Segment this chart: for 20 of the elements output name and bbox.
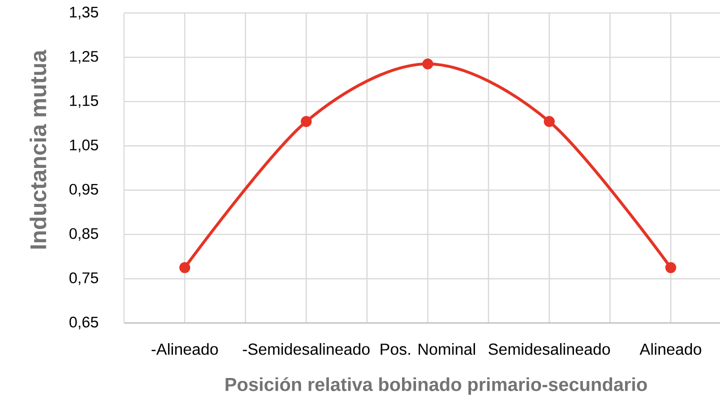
point: [544, 116, 555, 127]
point: [665, 262, 676, 274]
y-tick-label: 1,25: [70, 50, 98, 64]
y-tick-label: 0,65: [70, 316, 98, 330]
y-tick-label: 0,85: [70, 228, 98, 241]
x-tick-label: Pos. Nominal: [380, 343, 475, 355]
x-tick-label: Alineado: [640, 343, 702, 355]
x-tick-label: -Semidesalineado: [242, 343, 370, 355]
y-tick-label: 0,95: [70, 184, 98, 196]
y-tick-label: 0,75: [70, 272, 98, 286]
x-tick-label: -Alineado: [152, 343, 218, 355]
x-axis-title: Posición relativa bobinado primario-secundario: [226, 377, 647, 395]
y-tick-label: 1,35: [70, 6, 98, 20]
y-tick-label: 1,15: [70, 95, 98, 108]
y-tick-label: 1,05: [70, 140, 98, 152]
y-axis-title: Inductancia mutua: [30, 50, 46, 249]
point: [179, 262, 190, 274]
x-tick-label: Semidesalineado: [488, 343, 610, 355]
point: [300, 116, 312, 127]
point: [422, 58, 434, 70]
